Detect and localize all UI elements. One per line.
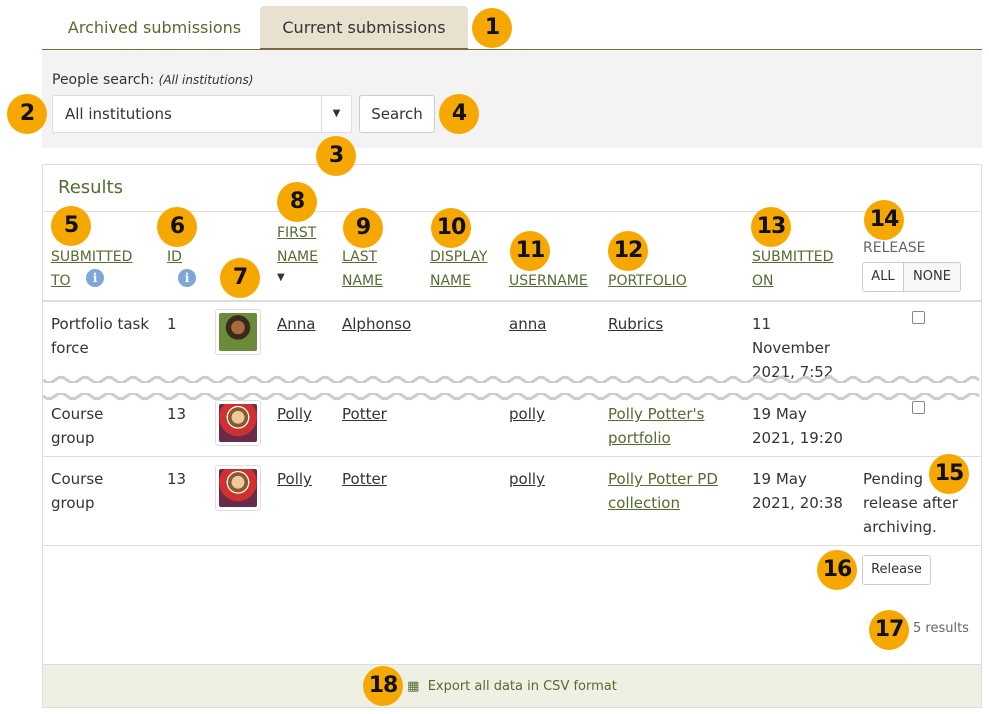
row3-id: 13 bbox=[167, 470, 187, 488]
callout-badge: 11 bbox=[510, 231, 550, 271]
row2-release-checkbox[interactable] bbox=[912, 401, 925, 414]
search-label: People search: bbox=[52, 72, 155, 88]
callout-badge: 8 bbox=[277, 182, 317, 222]
table-icon: ▦ bbox=[407, 679, 420, 694]
avatar bbox=[215, 309, 261, 355]
row2-submitted-on: 19 May 2021, 19:20 bbox=[752, 405, 843, 447]
row3-first-name[interactable]: Polly bbox=[277, 470, 312, 488]
row1-release-checkbox[interactable] bbox=[912, 311, 925, 324]
row1-first-name[interactable]: Anna bbox=[277, 315, 316, 333]
callout-badge: 1 bbox=[472, 8, 512, 48]
row2-id: 13 bbox=[167, 405, 187, 423]
callout-badge: 5 bbox=[51, 206, 91, 246]
divider bbox=[43, 456, 981, 457]
header-last-name[interactable]: LAST NAME bbox=[342, 249, 383, 289]
row3-submitted-on: 19 May 2021, 20:38 bbox=[752, 470, 843, 512]
sort-down-icon: ▼ bbox=[277, 272, 285, 283]
table-break-wave bbox=[43, 375, 981, 401]
callout-badge: 18 bbox=[363, 666, 403, 706]
row3-release-status: Pending release after archiving. bbox=[863, 470, 958, 536]
search-button[interactable]: Search bbox=[359, 95, 435, 133]
row1-portfolio[interactable]: Rubrics bbox=[608, 315, 664, 333]
results-title: Results bbox=[58, 177, 123, 198]
row2-portfolio[interactable]: Polly Potter's portfolio bbox=[608, 405, 705, 447]
callout-badge: 15 bbox=[929, 454, 969, 494]
info-icon[interactable]: i bbox=[86, 269, 104, 287]
tab-archived-submissions[interactable]: Archived submissions bbox=[67, 18, 242, 37]
callout-badge: 6 bbox=[157, 207, 197, 247]
header-portfolio[interactable]: PORTFOLIO bbox=[608, 273, 687, 289]
row2-first-name[interactable]: Polly bbox=[277, 405, 312, 423]
avatar bbox=[215, 465, 261, 511]
row1-submitted-on: 11 November 2021, 7:52 bbox=[752, 315, 834, 381]
header-username[interactable]: USERNAME bbox=[509, 273, 588, 289]
header-first-name[interactable]: FIRST NAME bbox=[277, 225, 318, 265]
search-scope: (All institutions) bbox=[158, 73, 254, 87]
callout-badge: 17 bbox=[869, 610, 909, 650]
institution-select[interactable]: All institutions ▼ bbox=[52, 95, 352, 133]
tab-divider bbox=[42, 49, 982, 50]
info-icon[interactable]: i bbox=[178, 269, 196, 287]
row1-username[interactable]: anna bbox=[509, 315, 547, 333]
callout-badge: 9 bbox=[343, 208, 383, 248]
divider bbox=[43, 211, 981, 212]
divider bbox=[43, 545, 981, 546]
row3-username[interactable]: polly bbox=[509, 470, 545, 488]
row2-submitted-to: Course group bbox=[51, 405, 104, 447]
callout-badge: 2 bbox=[7, 94, 47, 134]
results-panel bbox=[42, 164, 982, 708]
row3-portfolio[interactable]: Polly Potter PD collection bbox=[608, 470, 718, 512]
header-release: RELEASE bbox=[863, 240, 926, 256]
select-none-button[interactable]: NONE bbox=[903, 262, 961, 292]
row3-last-name[interactable]: Potter bbox=[342, 470, 387, 488]
results-count: 5 results bbox=[913, 621, 969, 636]
header-submitted-on[interactable]: SUBMITTED ON bbox=[752, 249, 834, 289]
release-button[interactable]: Release bbox=[862, 555, 931, 585]
export-csv-link[interactable]: ▦ Export all data in CSV format bbox=[43, 664, 981, 707]
tab-current-submissions[interactable]: Current submissions bbox=[260, 6, 468, 50]
row2-last-name[interactable]: Potter bbox=[342, 405, 387, 423]
callout-badge: 4 bbox=[439, 94, 479, 134]
callout-badge: 16 bbox=[817, 550, 857, 590]
people-search-label: People search: (All institutions) bbox=[52, 72, 253, 88]
callout-badge: 3 bbox=[316, 136, 356, 176]
row2-username[interactable]: polly bbox=[509, 405, 545, 423]
avatar bbox=[215, 400, 261, 446]
row1-id: 1 bbox=[167, 315, 177, 333]
row3-submitted-to: Course group bbox=[51, 470, 104, 512]
row1-last-name[interactable]: Alphonso bbox=[342, 315, 412, 333]
export-label: Export all data in CSV format bbox=[427, 679, 617, 694]
header-id[interactable]: ID bbox=[167, 249, 182, 265]
callout-badge: 7 bbox=[220, 258, 260, 298]
select-value: All institutions bbox=[65, 105, 172, 123]
header-display-name[interactable]: DISPLAY NAME bbox=[430, 249, 488, 289]
callout-badge: 14 bbox=[864, 200, 904, 240]
callout-badge: 10 bbox=[431, 208, 471, 248]
row1-submitted-to: Portfolio task force bbox=[51, 315, 150, 357]
chevron-down-icon[interactable]: ▼ bbox=[321, 96, 351, 132]
select-all-button[interactable]: ALL bbox=[862, 262, 904, 292]
callout-badge: 13 bbox=[751, 207, 791, 247]
divider bbox=[43, 300, 981, 302]
callout-badge: 12 bbox=[608, 231, 648, 271]
header-submitted-to[interactable]: SUBMITTED TO bbox=[51, 249, 133, 289]
